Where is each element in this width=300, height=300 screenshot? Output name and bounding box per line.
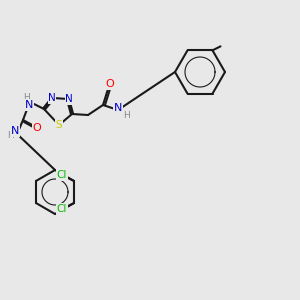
Text: H: H xyxy=(8,131,14,140)
Text: H: H xyxy=(123,110,130,119)
Text: O: O xyxy=(106,79,114,89)
Text: Cl: Cl xyxy=(57,170,67,180)
Text: N: N xyxy=(114,103,122,113)
Text: N: N xyxy=(48,93,56,103)
Text: Cl: Cl xyxy=(57,204,67,214)
Text: H: H xyxy=(22,94,29,103)
Text: N: N xyxy=(25,100,33,110)
Text: O: O xyxy=(33,123,41,133)
Text: N: N xyxy=(65,94,73,104)
Text: S: S xyxy=(56,120,62,130)
Text: N: N xyxy=(11,126,19,136)
